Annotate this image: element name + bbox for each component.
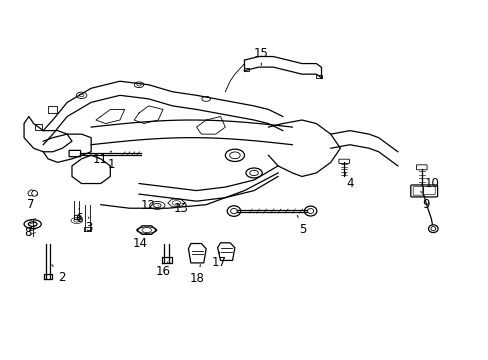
Text: 11: 11: [92, 152, 110, 166]
Text: 14: 14: [132, 233, 147, 250]
Text: 9: 9: [420, 191, 428, 211]
Text: 16: 16: [155, 262, 170, 278]
Text: 17: 17: [212, 252, 226, 269]
Bar: [316, 75, 322, 78]
Text: 5: 5: [297, 215, 306, 236]
Text: 4: 4: [345, 173, 353, 190]
Text: 10: 10: [421, 177, 439, 190]
Text: 7: 7: [27, 194, 38, 211]
Bar: [243, 68, 249, 71]
Text: 15: 15: [253, 47, 268, 66]
Text: 18: 18: [190, 265, 204, 285]
Text: 8: 8: [24, 226, 32, 239]
Text: 3: 3: [85, 217, 92, 234]
Text: 13: 13: [173, 202, 188, 215]
Text: 2: 2: [52, 265, 65, 284]
Text: 6: 6: [75, 208, 83, 225]
Text: 12: 12: [140, 199, 158, 212]
Text: 1: 1: [107, 151, 115, 171]
